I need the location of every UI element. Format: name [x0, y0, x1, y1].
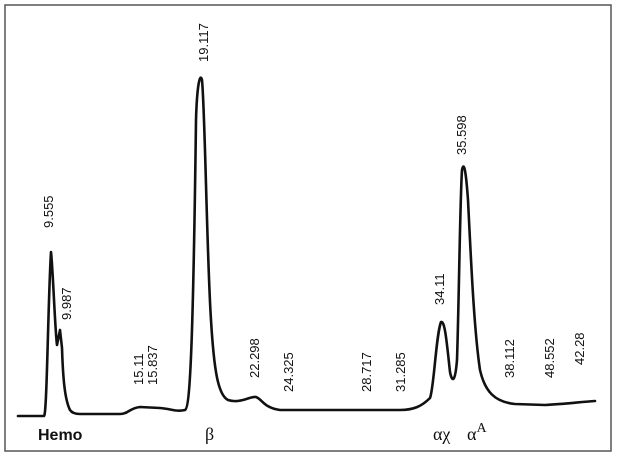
component-label: β	[205, 424, 214, 444]
component-name: α	[467, 424, 477, 444]
peak-label: 19.117	[196, 23, 211, 62]
component-name: β	[205, 424, 214, 444]
component-label: Hemo	[38, 427, 83, 444]
component-name: αχ	[433, 424, 450, 444]
component-label: αχ	[433, 424, 450, 444]
peak-label: 22.298	[247, 338, 262, 378]
component-label: αA	[467, 421, 487, 444]
peak-label: 48.552	[542, 338, 557, 378]
peak-label: 42.28	[572, 332, 587, 365]
peak-label: 9.987	[59, 287, 74, 320]
trace	[16, 76, 597, 418]
peak-label: 24.325	[281, 352, 296, 392]
peak-label: 9.555	[41, 195, 56, 228]
peak-label: 31.285	[393, 352, 408, 392]
peak-label: 15.11	[131, 353, 146, 385]
peak-label: 28.717	[359, 352, 374, 392]
component-name: Hemo	[38, 427, 83, 444]
peak-label: 38.112	[502, 339, 517, 378]
peak-label: 15.837	[145, 345, 160, 385]
component-sup: A	[476, 421, 487, 436]
peak-label: 35.598	[454, 115, 469, 155]
peak-label: 34.11	[432, 273, 447, 305]
frame	[4, 4, 612, 452]
